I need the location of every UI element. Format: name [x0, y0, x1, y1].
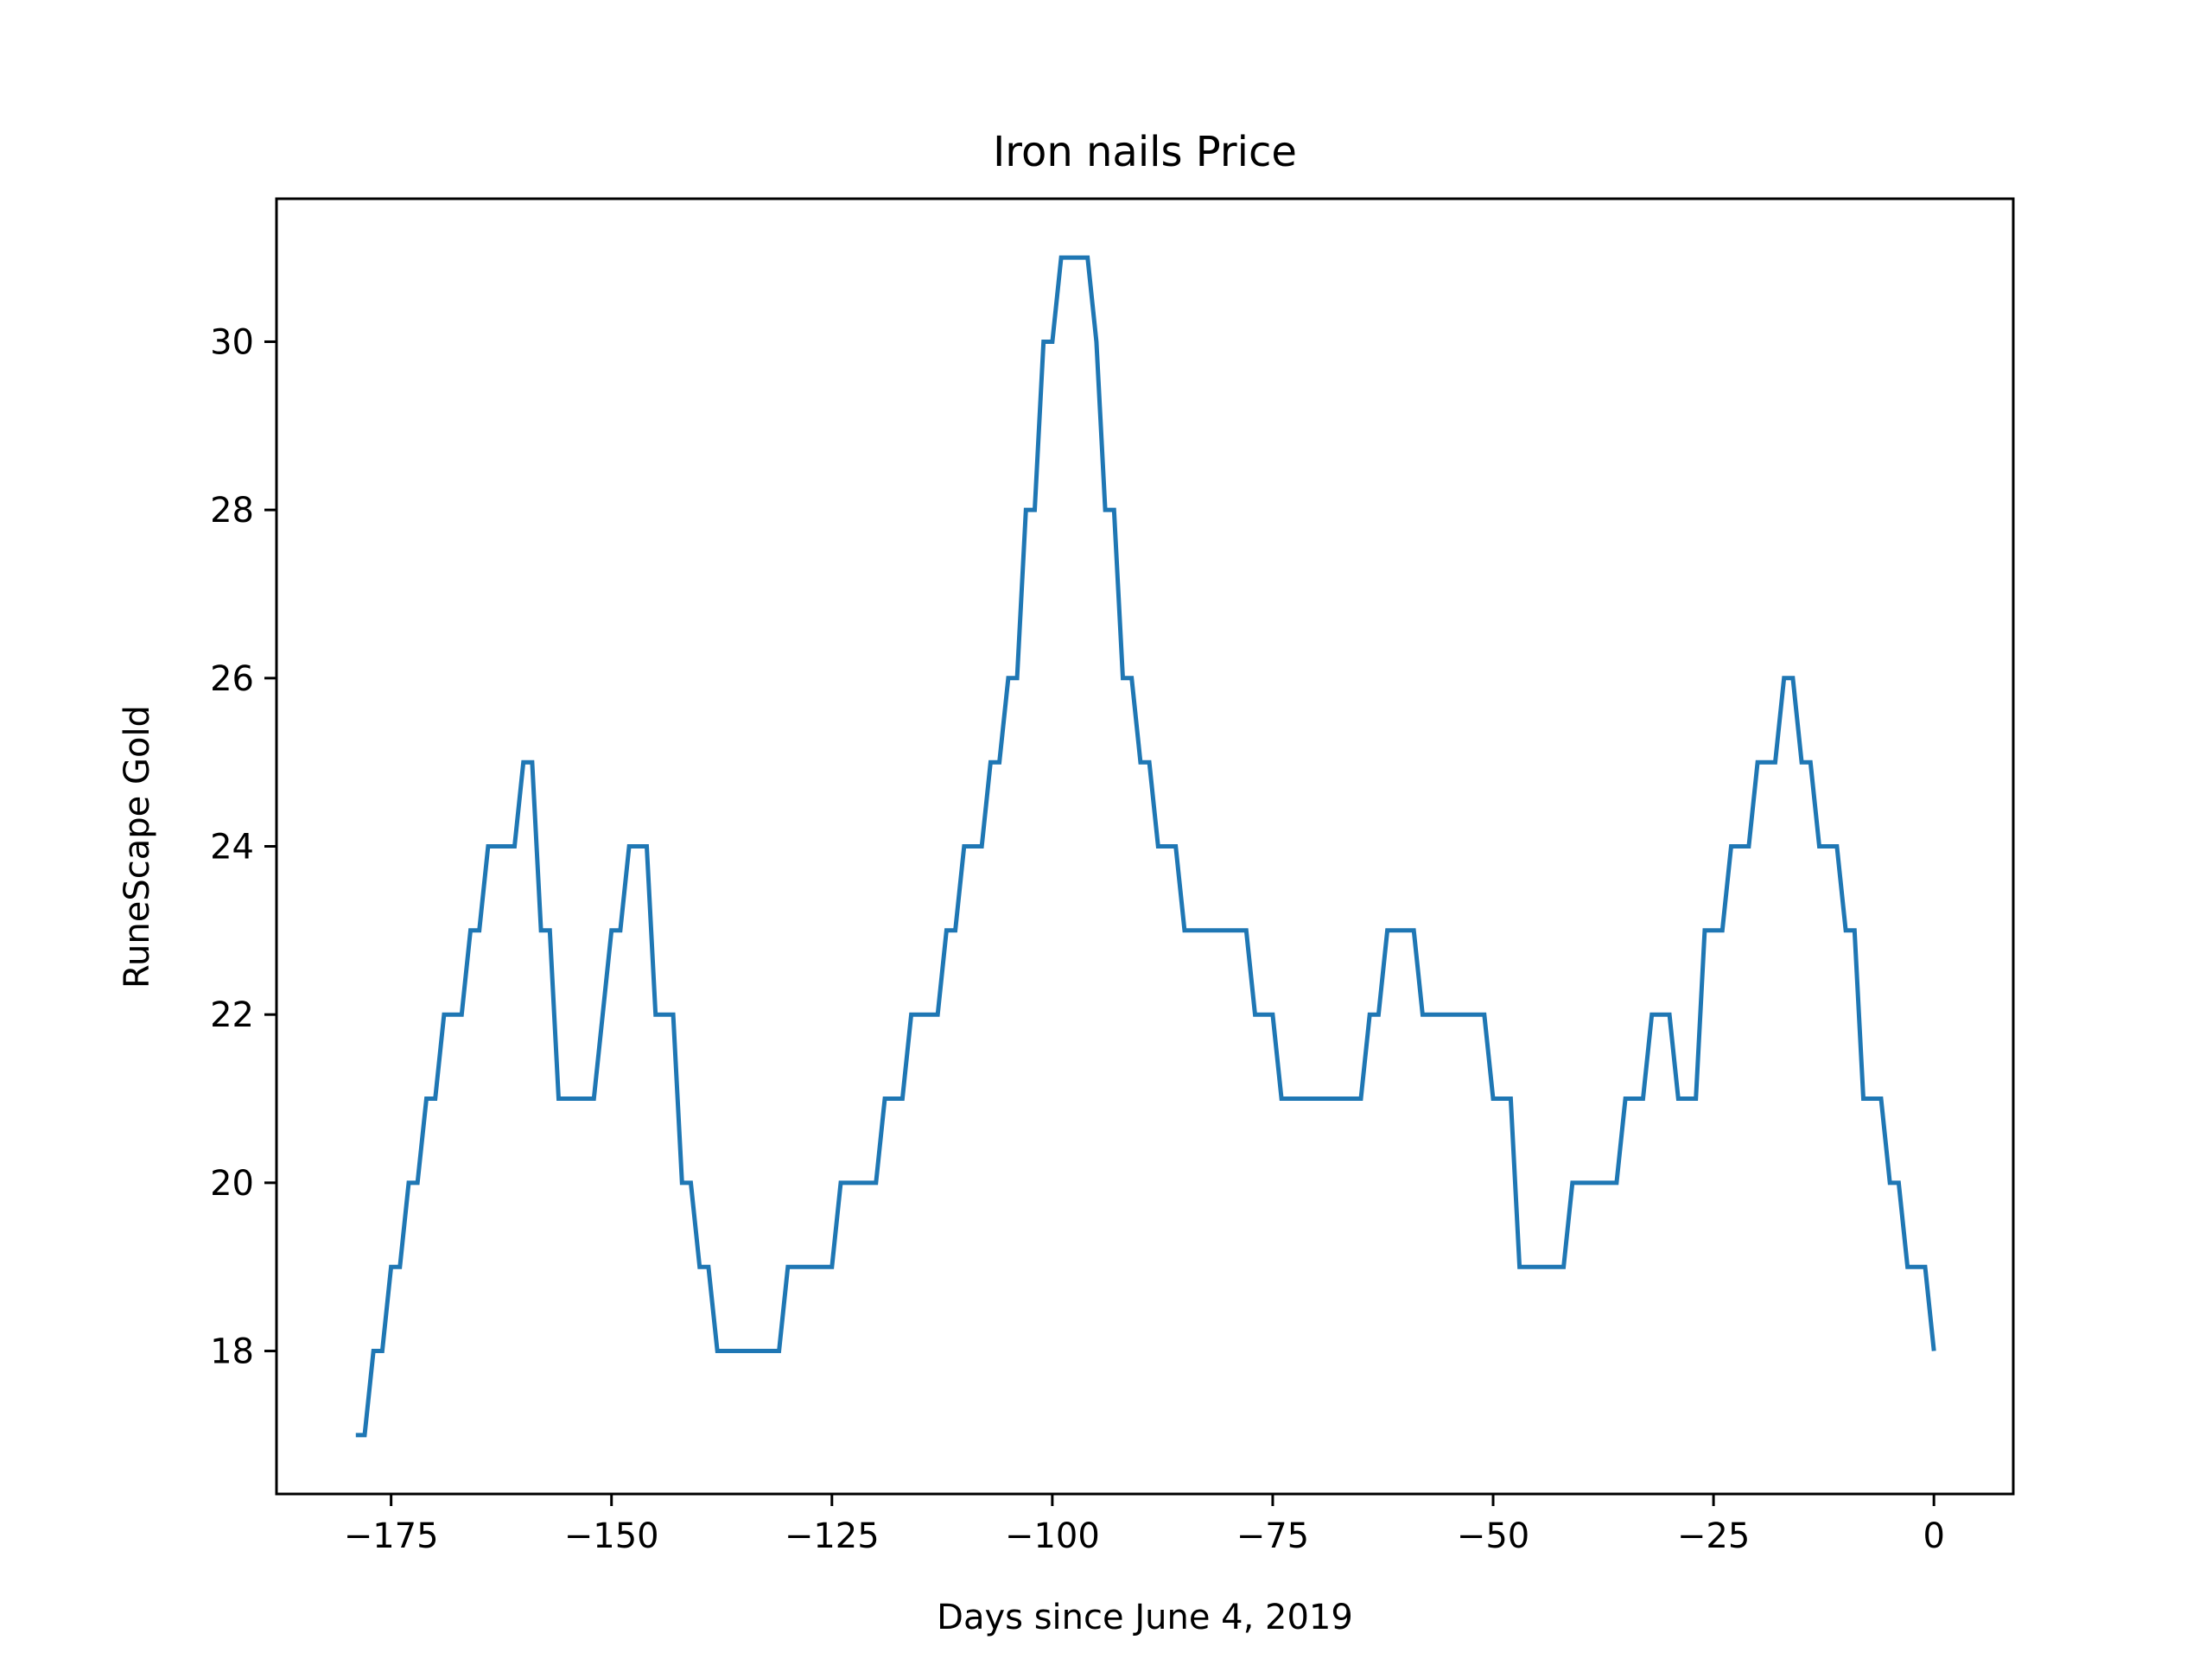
x-axis-ticks: −175 −150 −125 −100 −75 −50 −25 0	[344, 1494, 1945, 1556]
x-tick-label: −100	[1005, 1516, 1100, 1556]
y-tick-label: 20	[210, 1164, 254, 1204]
series-line-iron-nails-price	[355, 255, 1936, 1438]
x-tick-label: 0	[1923, 1516, 1944, 1556]
y-axis-ticks: 18 20 22 24 26 28 30	[210, 322, 276, 1372]
x-tick-label: −150	[564, 1516, 659, 1556]
y-tick-label: 28	[210, 491, 254, 531]
y-tick-label: 18	[210, 1332, 254, 1372]
y-tick-label: 24	[210, 828, 254, 868]
x-axis-label: Days since June 4, 2019	[937, 1598, 1353, 1637]
y-tick-label: 22	[210, 995, 254, 1035]
x-tick-label: −50	[1457, 1516, 1529, 1556]
x-tick-label: −125	[785, 1516, 880, 1556]
plot-area	[355, 255, 1936, 1438]
y-axis-label: RuneScape Gold	[118, 705, 157, 988]
x-tick-label: −25	[1677, 1516, 1750, 1556]
x-tick-label: −175	[344, 1516, 439, 1556]
y-tick-label: 30	[210, 322, 254, 362]
y-tick-label: 26	[210, 659, 254, 699]
x-tick-label: −75	[1236, 1516, 1309, 1556]
chart-title: Iron nails Price	[993, 128, 1297, 176]
